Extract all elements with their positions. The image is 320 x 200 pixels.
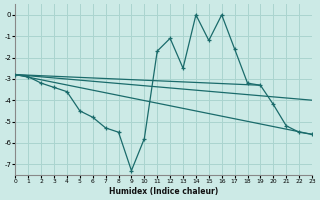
X-axis label: Humidex (Indice chaleur): Humidex (Indice chaleur) xyxy=(109,187,218,196)
